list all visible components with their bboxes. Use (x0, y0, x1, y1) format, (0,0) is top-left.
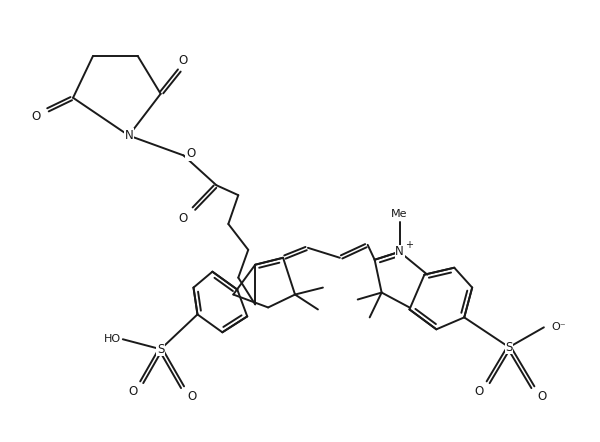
Text: S: S (157, 343, 164, 356)
Text: O: O (186, 147, 195, 160)
Text: S: S (505, 341, 513, 354)
Text: O: O (178, 53, 187, 66)
Text: O: O (32, 110, 41, 123)
Text: O⁻: O⁻ (552, 322, 566, 332)
Text: O: O (475, 385, 484, 398)
Text: O: O (187, 390, 196, 404)
Text: O: O (128, 385, 137, 398)
Text: O: O (178, 212, 187, 225)
Text: N: N (395, 245, 404, 258)
Text: O: O (537, 390, 547, 404)
Text: HO: HO (104, 334, 121, 344)
Text: +: + (406, 240, 413, 250)
Text: Me: Me (391, 209, 408, 219)
Text: N: N (124, 129, 133, 142)
